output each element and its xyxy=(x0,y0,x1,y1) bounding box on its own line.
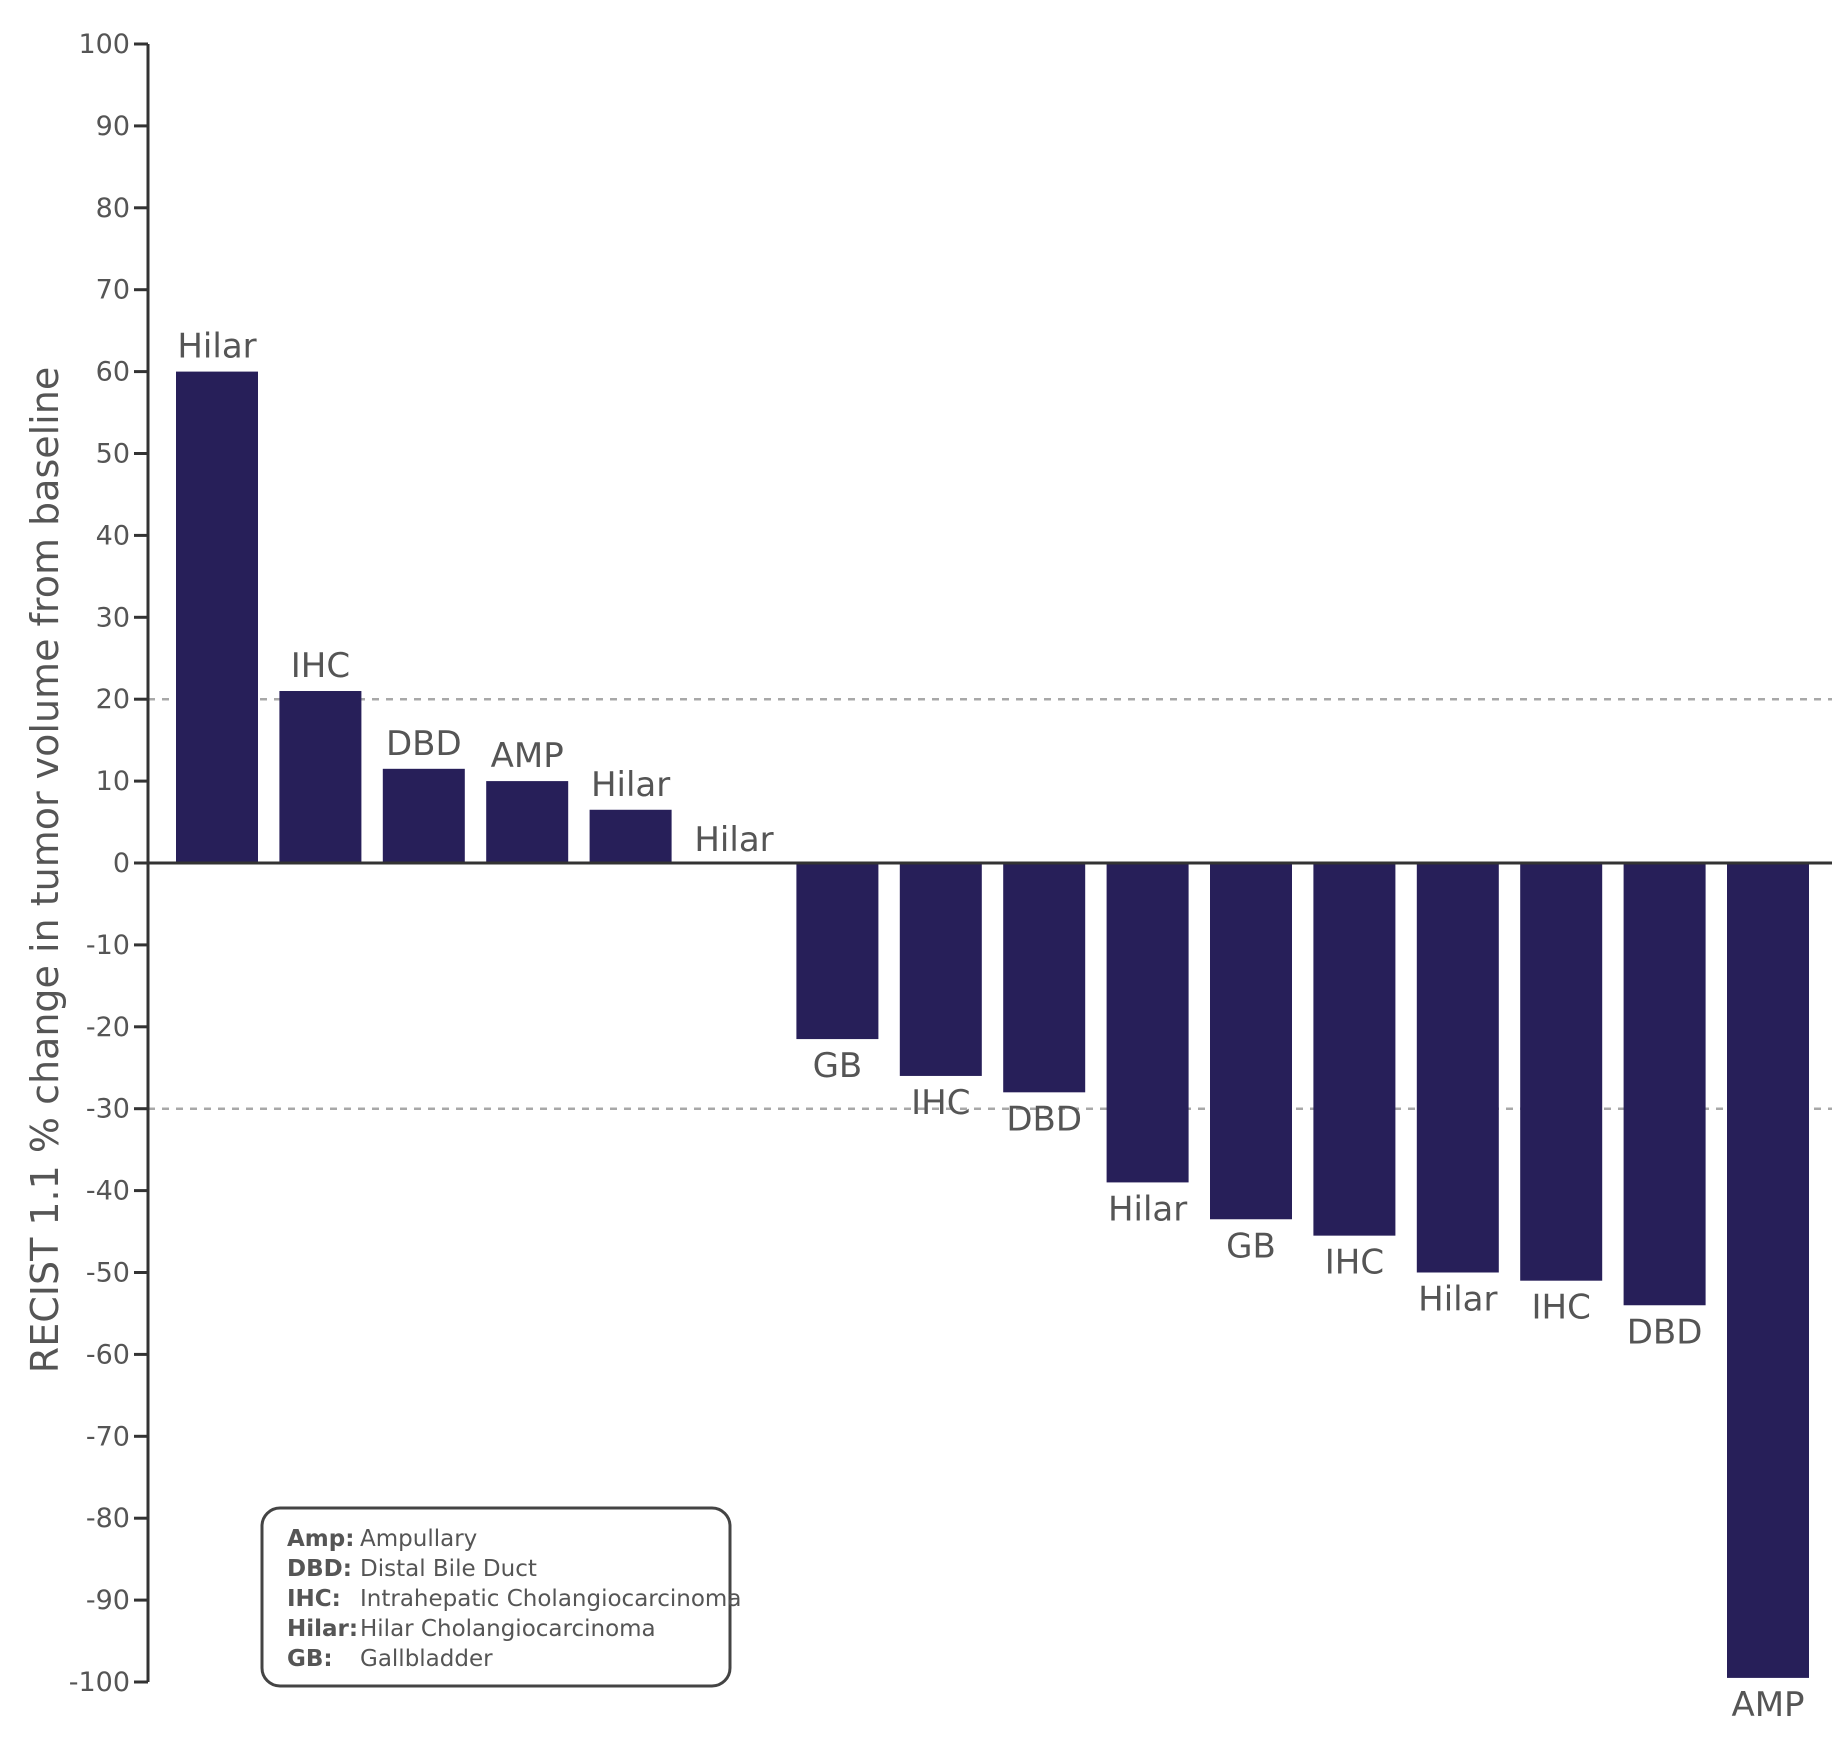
legend-key-3: IHC: xyxy=(287,1586,341,1612)
bar-label-10: Hilar xyxy=(1108,1189,1187,1229)
y-tick-label: -40 xyxy=(86,1176,130,1207)
y-tick-label: 60 xyxy=(96,357,130,388)
bar-label-1: Hilar xyxy=(177,327,256,367)
y-tick-label: -60 xyxy=(86,1339,130,1370)
bar-label-12: IHC xyxy=(1325,1243,1384,1283)
legend-items: Amp: Ampullary DBD: Distal Bile Duct IHC: Int… xyxy=(287,1526,741,1672)
y-tick-label: -30 xyxy=(86,1094,130,1125)
bar-1 xyxy=(176,371,258,863)
y-tick-label: 10 xyxy=(96,766,130,797)
y-tick-label: -50 xyxy=(86,1258,130,1289)
bar-3 xyxy=(382,768,465,863)
bar-label-13: Hilar xyxy=(1418,1280,1497,1320)
y-tick-label: -20 xyxy=(86,1012,130,1043)
bar-label-2: IHC xyxy=(291,646,350,686)
bar-label-4: AMP xyxy=(491,736,564,776)
legend-value-3: Intrahepatic Cholangiocarcinoma xyxy=(360,1586,741,1612)
y-tick-label: 20 xyxy=(96,684,130,715)
legend-key-5: GB: xyxy=(287,1646,333,1672)
bar-12 xyxy=(1313,863,1396,1236)
y-tick-label: -100 xyxy=(69,1667,130,1698)
y-tick-label: -80 xyxy=(86,1503,130,1534)
bar-label-16: AMP xyxy=(1731,1685,1804,1725)
legend-box xyxy=(260,1506,732,1688)
y-tick-label: 90 xyxy=(96,111,130,142)
bar-16 xyxy=(1727,863,1809,1678)
y-tick-label: -90 xyxy=(86,1585,130,1616)
y-tick-label: 40 xyxy=(96,520,130,551)
legend-value-2: Distal Bile Duct xyxy=(360,1556,537,1582)
bar-7 xyxy=(796,863,879,1040)
bar-label-6: Hilar xyxy=(694,820,773,860)
legend: Amp: Ampullary DBD: Distal Bile Duct IHC: Int… xyxy=(260,1506,741,1688)
bar-10 xyxy=(1106,863,1189,1183)
axes: 1009080706050403020100-10-20-30-40-50-60… xyxy=(69,29,1832,1698)
y-tick-label: -70 xyxy=(86,1421,130,1452)
y-tick-label: 30 xyxy=(96,602,130,633)
legend-key-4: Hilar: xyxy=(287,1616,358,1642)
legend-value-4: Hilar Cholangiocarcinoma xyxy=(360,1616,656,1642)
y-axis-title: RECIST 1.1 % change in tumor volume from… xyxy=(23,367,67,1373)
bar-5 xyxy=(589,809,672,863)
bar-13 xyxy=(1416,863,1499,1273)
bar-label-15: DBD xyxy=(1627,1312,1703,1352)
y-tick-label: 0 xyxy=(113,848,130,879)
bar-label-11: GB xyxy=(1226,1226,1276,1266)
legend-value-1: Ampullary xyxy=(360,1526,477,1552)
bar-2 xyxy=(279,691,362,863)
bar-label-5: Hilar xyxy=(591,765,670,805)
bar-15 xyxy=(1623,863,1706,1306)
bar-11 xyxy=(1210,863,1292,1220)
bar-9 xyxy=(1003,863,1086,1093)
y-tick-label: -10 xyxy=(86,930,130,961)
legend-key-2: DBD: xyxy=(287,1556,352,1582)
y-tick-label: 100 xyxy=(78,29,130,60)
bars xyxy=(176,371,1809,1678)
y-tick-label: 50 xyxy=(96,439,130,470)
legend-value-5: Gallbladder xyxy=(360,1646,493,1672)
bar-labels: Hilar IHC DBD AMP Hilar Hilar GB IHC DBD Hilar GB I… xyxy=(177,327,1804,1725)
bar-label-14: IHC xyxy=(1532,1288,1591,1328)
bar-4 xyxy=(486,781,569,863)
y-tick-label: 80 xyxy=(96,193,130,224)
bar-label-3: DBD xyxy=(386,724,462,764)
bar-label-7: GB xyxy=(813,1046,863,1086)
bar-label-9: DBD xyxy=(1006,1099,1082,1139)
bar-label-8: IHC xyxy=(911,1083,970,1123)
bar-14 xyxy=(1520,863,1603,1281)
legend-key-1: Amp: xyxy=(287,1526,354,1552)
y-tick-label: 70 xyxy=(96,275,130,306)
bar-8 xyxy=(899,863,982,1076)
